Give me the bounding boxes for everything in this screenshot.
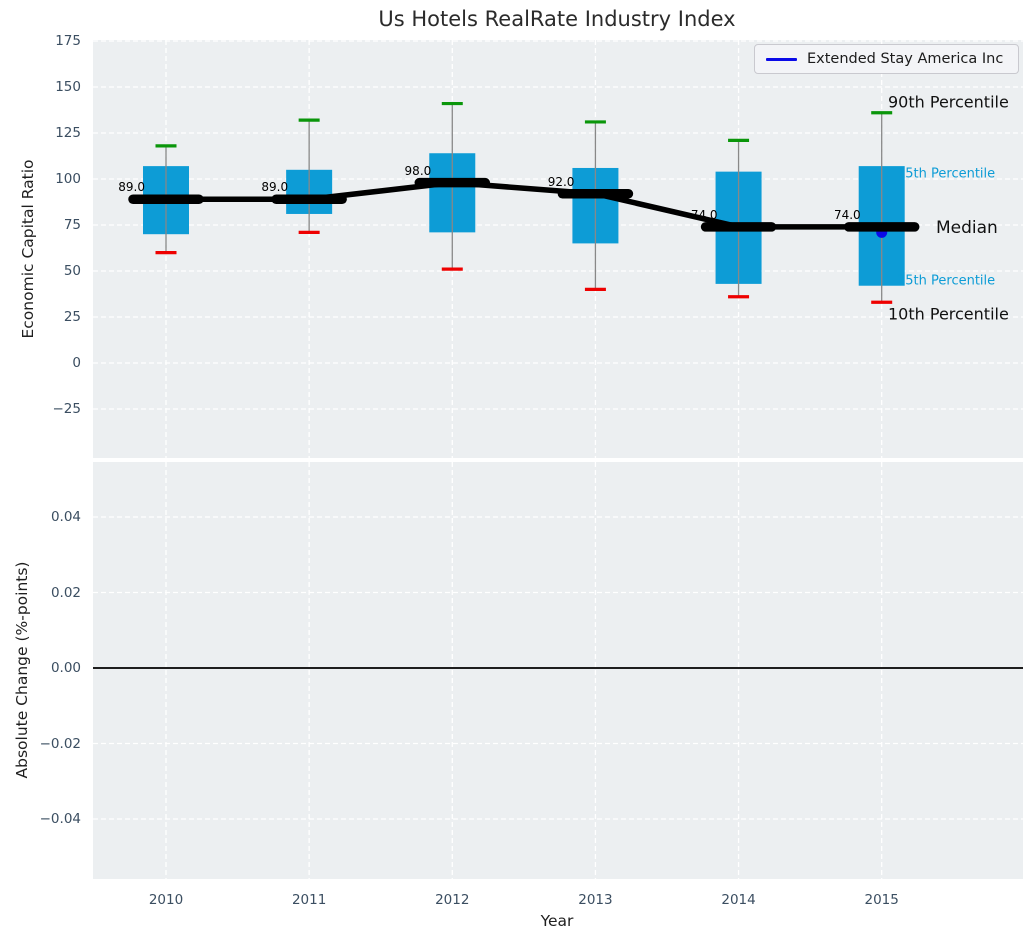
- ytick-bottom: 0.04: [50, 509, 81, 525]
- side-label-p90: 90th Percentile: [888, 92, 1009, 112]
- median-value-annotation: 89.0: [261, 180, 289, 195]
- ytick-top: 125: [55, 125, 81, 141]
- axes-background-bottom: [93, 462, 1023, 879]
- xtick-year: 2013: [578, 892, 613, 908]
- median-value-annotation: 92.0: [547, 174, 575, 189]
- side-label-median: Median: [936, 217, 998, 238]
- ytick-top: 150: [55, 79, 81, 95]
- ytick-top: 175: [55, 33, 81, 49]
- ytick-bottom: 0.00: [50, 660, 81, 676]
- x-axis-label: Year: [540, 912, 574, 930]
- ytick-bottom: −0.02: [39, 735, 81, 752]
- ytick-top: 50: [63, 263, 81, 279]
- ytick-top: 100: [55, 171, 81, 187]
- median-value-annotation: 98.0: [404, 163, 432, 178]
- side-label-p10: 10th Percentile: [888, 304, 1009, 324]
- ytick-top: 0: [72, 355, 81, 371]
- ytick-top: −25: [52, 401, 82, 417]
- ytick-bottom: −0.04: [39, 811, 81, 827]
- side-label-p75: 75th Percentile: [897, 166, 996, 182]
- median-value-annotation: 74.0: [833, 207, 861, 222]
- y-axis-label-top: Economic Capital Ratio: [19, 159, 37, 339]
- xtick-year: 2012: [435, 892, 470, 908]
- xtick-year: 2011: [291, 892, 327, 908]
- ytick-bottom: 0.02: [50, 584, 81, 601]
- legend: Extended Stay America Inc: [754, 44, 1019, 74]
- median-value-annotation: 89.0: [118, 180, 145, 195]
- side-label-p25: 25th Percentile: [897, 273, 996, 289]
- xtick-year: 2014: [721, 892, 756, 908]
- chart-title: Us Hotels RealRate Industry Index: [378, 7, 736, 31]
- xtick-year: 2010: [148, 892, 184, 908]
- y-axis-label-bottom: Absolute Change (%-points): [13, 561, 31, 779]
- legend-line-swatch: [766, 57, 797, 61]
- ytick-top: 25: [63, 309, 81, 325]
- xtick-year: 2015: [864, 892, 899, 908]
- ytick-top: 75: [63, 217, 81, 233]
- legend-label: Extended Stay America Inc: [807, 51, 1004, 67]
- median-value-annotation: 74.0: [690, 207, 718, 222]
